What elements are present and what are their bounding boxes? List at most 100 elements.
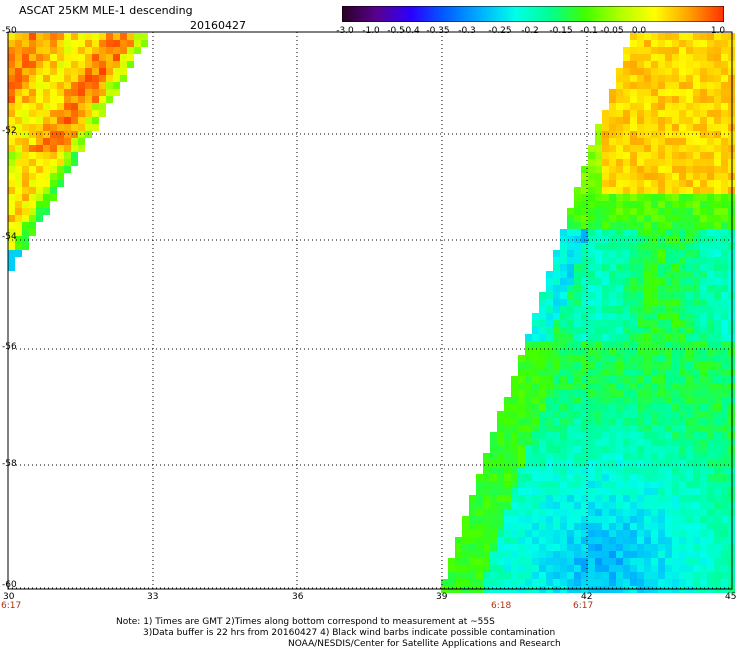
swath-cell <box>609 439 616 446</box>
swath-cell <box>679 460 686 467</box>
swath-cell <box>57 180 64 187</box>
swath-cell <box>560 348 567 355</box>
swath-cell <box>120 68 127 75</box>
swath-cell <box>560 369 567 376</box>
swath-cell <box>476 502 483 509</box>
swath-cell <box>637 565 644 572</box>
swath-cell <box>511 376 518 383</box>
swath-cell <box>539 551 546 558</box>
swath-cell <box>658 40 665 47</box>
swath-cell <box>71 145 78 152</box>
swath-cell <box>511 537 518 544</box>
swath-cell <box>36 201 43 208</box>
swath-cell <box>721 341 728 348</box>
swath-cell <box>665 243 672 250</box>
swath-cell <box>525 530 532 537</box>
swath-cell <box>665 271 672 278</box>
swath-cell <box>630 502 637 509</box>
swath-cell <box>602 124 609 131</box>
swath-cell <box>595 502 602 509</box>
swath-cell <box>595 236 602 243</box>
colorbar-label: -0.15 <box>549 26 573 36</box>
swath-cell <box>595 369 602 376</box>
swath-cell <box>43 54 50 61</box>
swath-cell <box>497 516 504 523</box>
swath-cell <box>546 404 553 411</box>
swath-cell <box>707 446 714 453</box>
swath-cell <box>8 243 15 250</box>
swath-cell <box>644 61 651 68</box>
swath-cell <box>630 411 637 418</box>
swath-cell <box>623 523 630 530</box>
swath-cell <box>714 551 721 558</box>
swath-cell <box>714 285 721 292</box>
swath-cell <box>651 509 658 516</box>
swath-cell <box>672 432 679 439</box>
swath-cell <box>588 467 595 474</box>
swath-cell <box>560 264 567 271</box>
swath-cell <box>567 516 574 523</box>
swath-cell <box>623 173 630 180</box>
swath-cell <box>623 313 630 320</box>
swath-cell <box>658 453 665 460</box>
swath-cell <box>29 61 36 68</box>
swath-cell <box>455 537 462 544</box>
swath-cell <box>595 551 602 558</box>
swath-cell <box>700 180 707 187</box>
swath-cell <box>525 523 532 530</box>
swath-cell <box>511 418 518 425</box>
swath-cell <box>721 96 728 103</box>
swath-cell <box>707 404 714 411</box>
swath-cell <box>700 131 707 138</box>
swath-cell <box>644 187 651 194</box>
swath-cell <box>560 313 567 320</box>
swath-cell <box>651 516 658 523</box>
swath-cell <box>637 278 644 285</box>
swath-left <box>8 33 148 271</box>
swath-cell <box>651 285 658 292</box>
swath-cell <box>679 516 686 523</box>
swath-cell <box>637 488 644 495</box>
swath-cell <box>665 327 672 334</box>
swath-cell <box>560 551 567 558</box>
swath-cell <box>539 474 546 481</box>
swath-cell <box>679 299 686 306</box>
swath-cell <box>595 313 602 320</box>
swath-cell <box>595 376 602 383</box>
swath-cell <box>665 250 672 257</box>
swath-cell <box>141 33 148 40</box>
swath-cell <box>539 390 546 397</box>
swath-cell <box>574 320 581 327</box>
swath-cell <box>532 537 539 544</box>
swath-cell <box>609 110 616 117</box>
swath-cell <box>707 61 714 68</box>
swath-cell <box>518 551 525 558</box>
swath-cell <box>539 404 546 411</box>
lat-label-54: -54 <box>2 232 17 242</box>
swath-cell <box>85 40 92 47</box>
swath-cell <box>623 229 630 236</box>
swath-cell <box>714 418 721 425</box>
swath-cell <box>686 166 693 173</box>
swath-cell <box>50 180 57 187</box>
swath-cell <box>609 117 616 124</box>
swath-cell <box>595 285 602 292</box>
swath-cell <box>658 166 665 173</box>
swath-cell <box>92 47 99 54</box>
swath-cell <box>665 495 672 502</box>
lon-label-42: 42 <box>581 592 593 602</box>
swath-cell <box>85 117 92 124</box>
swath-cell <box>462 544 469 551</box>
swath-cell <box>113 89 120 96</box>
swath-cell <box>714 446 721 453</box>
swath-cell <box>700 40 707 47</box>
swath-cell <box>476 572 483 579</box>
swath-cell <box>36 68 43 75</box>
swath-cell <box>518 383 525 390</box>
swath-cell <box>78 82 85 89</box>
swath-cell <box>721 509 728 516</box>
swath-cell <box>504 544 511 551</box>
swath-cell <box>672 278 679 285</box>
swath-cell <box>679 173 686 180</box>
swath-cell <box>665 61 672 68</box>
